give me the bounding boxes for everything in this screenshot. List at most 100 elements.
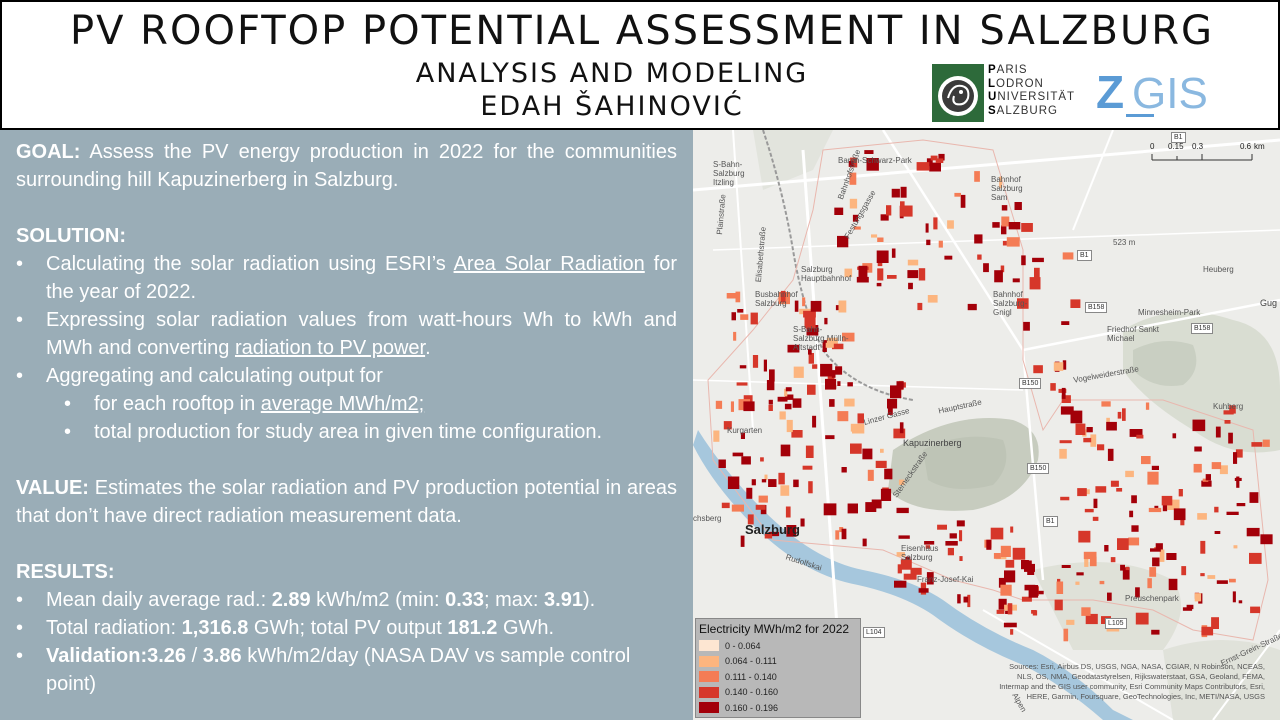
road-badge: B1 <box>1043 516 1058 527</box>
area-solar-radiation-link[interactable]: Area Solar Radiation <box>453 253 645 275</box>
rooftop-building <box>808 353 814 364</box>
rooftop-building <box>902 382 906 388</box>
rooftop-building <box>925 545 930 549</box>
rooftop-building <box>837 411 849 422</box>
rooftop-building <box>785 394 794 400</box>
subtitle-author: EDAH ŠAHINOVIĆ <box>480 91 744 122</box>
rooftop-building <box>1012 547 1026 560</box>
rooftop-building <box>842 332 855 342</box>
rooftop-building <box>1092 516 1099 521</box>
rooftop-building <box>834 207 844 215</box>
rooftop-building <box>791 430 803 438</box>
rooftop-building <box>917 302 923 311</box>
list-item: Total radiation: 1,316.8 GWh; total PV o… <box>16 614 677 642</box>
rooftop-building <box>1154 505 1159 510</box>
rooftop-building <box>1141 456 1151 465</box>
rooftop-building <box>963 596 968 603</box>
rooftop-building <box>764 474 768 480</box>
legend-item: 0.160 - 0.196 <box>696 700 860 716</box>
rooftop-building <box>998 577 1006 588</box>
rooftop-building <box>1061 321 1070 325</box>
rooftop-building <box>1029 277 1041 290</box>
rooftop-building <box>812 364 818 369</box>
rooftop-building <box>1063 628 1069 642</box>
pv-potential-map[interactable]: Salzburg Kapuzinerberg Salzburg Hauptbah… <box>693 130 1280 720</box>
rooftop-building <box>1201 480 1212 487</box>
rooftop-building <box>780 444 791 457</box>
rooftop-building <box>1122 567 1130 580</box>
results-heading: RESULTS: <box>16 561 115 583</box>
road-badge: L104 <box>863 627 885 638</box>
map-label-friedhof: Friedhof Sankt Michael <box>1107 325 1160 343</box>
rooftop-building <box>1006 237 1020 247</box>
rooftop-building <box>1200 573 1205 577</box>
rooftop-building <box>974 171 980 182</box>
rooftop-building <box>1084 489 1090 495</box>
rooftop-building <box>1070 299 1081 308</box>
rooftop-building <box>1050 383 1056 391</box>
rooftop-building <box>1216 580 1228 584</box>
radiation-to-pv-link[interactable]: radiation to PV power <box>234 337 426 359</box>
rooftop-building <box>1028 585 1039 598</box>
average-mwh-link[interactable]: average MWh/m2; <box>260 393 425 415</box>
rooftop-building <box>731 312 736 321</box>
rooftop-building <box>871 499 882 509</box>
rooftop-building <box>763 359 767 372</box>
rooftop-building <box>1249 492 1259 503</box>
rooftop-building <box>1021 596 1032 602</box>
value-text: Estimates the solar radiation and PV pro… <box>16 477 678 527</box>
map-label-eisenhaus: Eisenhaus Salzburg <box>901 544 939 562</box>
rooftop-building <box>977 254 982 260</box>
rooftop-building <box>1182 607 1193 611</box>
rooftop-building <box>850 443 862 454</box>
rooftop-building <box>905 556 911 561</box>
rooftop-building <box>820 363 833 377</box>
rooftop-building <box>1125 470 1134 478</box>
map-scale-bar: 0 0.15 0.3 0.6 km <box>1150 142 1270 172</box>
rooftop-building <box>1155 543 1163 551</box>
rooftop-building <box>924 541 935 545</box>
rooftop-building <box>733 331 737 341</box>
rooftop-building <box>876 250 889 263</box>
svg-text:Z: Z <box>1096 66 1124 118</box>
legend-swatch <box>699 702 719 714</box>
rooftop-building <box>1033 365 1043 374</box>
header-banner: PV ROOFTOP POTENTIAL ASSESSMENT IN SALZB… <box>0 0 1280 130</box>
rooftop-building <box>957 594 961 604</box>
rooftop-building <box>1061 565 1071 568</box>
rooftop-building <box>825 342 834 348</box>
goal-text: Assess the PV energy production in 2022 … <box>16 141 677 191</box>
rooftop-building <box>1106 628 1120 632</box>
rooftop-building <box>1095 486 1107 493</box>
rooftop-building <box>1219 465 1228 475</box>
rooftop-building <box>1260 534 1273 545</box>
rooftop-building <box>787 344 800 353</box>
rooftop-building <box>852 214 859 222</box>
rooftop-building <box>916 162 930 171</box>
rooftop-building <box>735 291 741 303</box>
rooftop-building <box>880 448 884 453</box>
rooftop-building <box>844 268 853 278</box>
rooftop-building <box>1232 591 1236 603</box>
zgis-logo: Z GIS <box>1096 66 1208 118</box>
rooftop-building <box>1251 442 1263 447</box>
rooftop-building <box>1148 507 1162 513</box>
rooftop-building <box>1236 476 1240 488</box>
rooftop-building <box>1117 538 1129 550</box>
rooftop-building <box>731 504 744 512</box>
rooftop-building <box>1001 205 1008 211</box>
rooftop-building <box>1236 503 1246 507</box>
rooftop-building <box>853 226 861 230</box>
rooftop-building <box>1166 553 1177 560</box>
rooftop-building <box>1104 545 1109 552</box>
rooftop-building <box>1173 508 1186 521</box>
rooftop-building <box>1000 584 1012 596</box>
rooftop-building <box>994 270 1003 283</box>
rooftop-building <box>1024 563 1035 572</box>
rooftop-building <box>847 503 858 514</box>
rooftop-building <box>769 369 775 382</box>
rooftop-building <box>1021 223 1033 232</box>
map-label-sbahn-itzling: S-Bahn-Salzburg Itzling <box>713 160 745 187</box>
rooftop-building <box>1101 401 1111 407</box>
rooftop-building <box>1106 421 1117 431</box>
